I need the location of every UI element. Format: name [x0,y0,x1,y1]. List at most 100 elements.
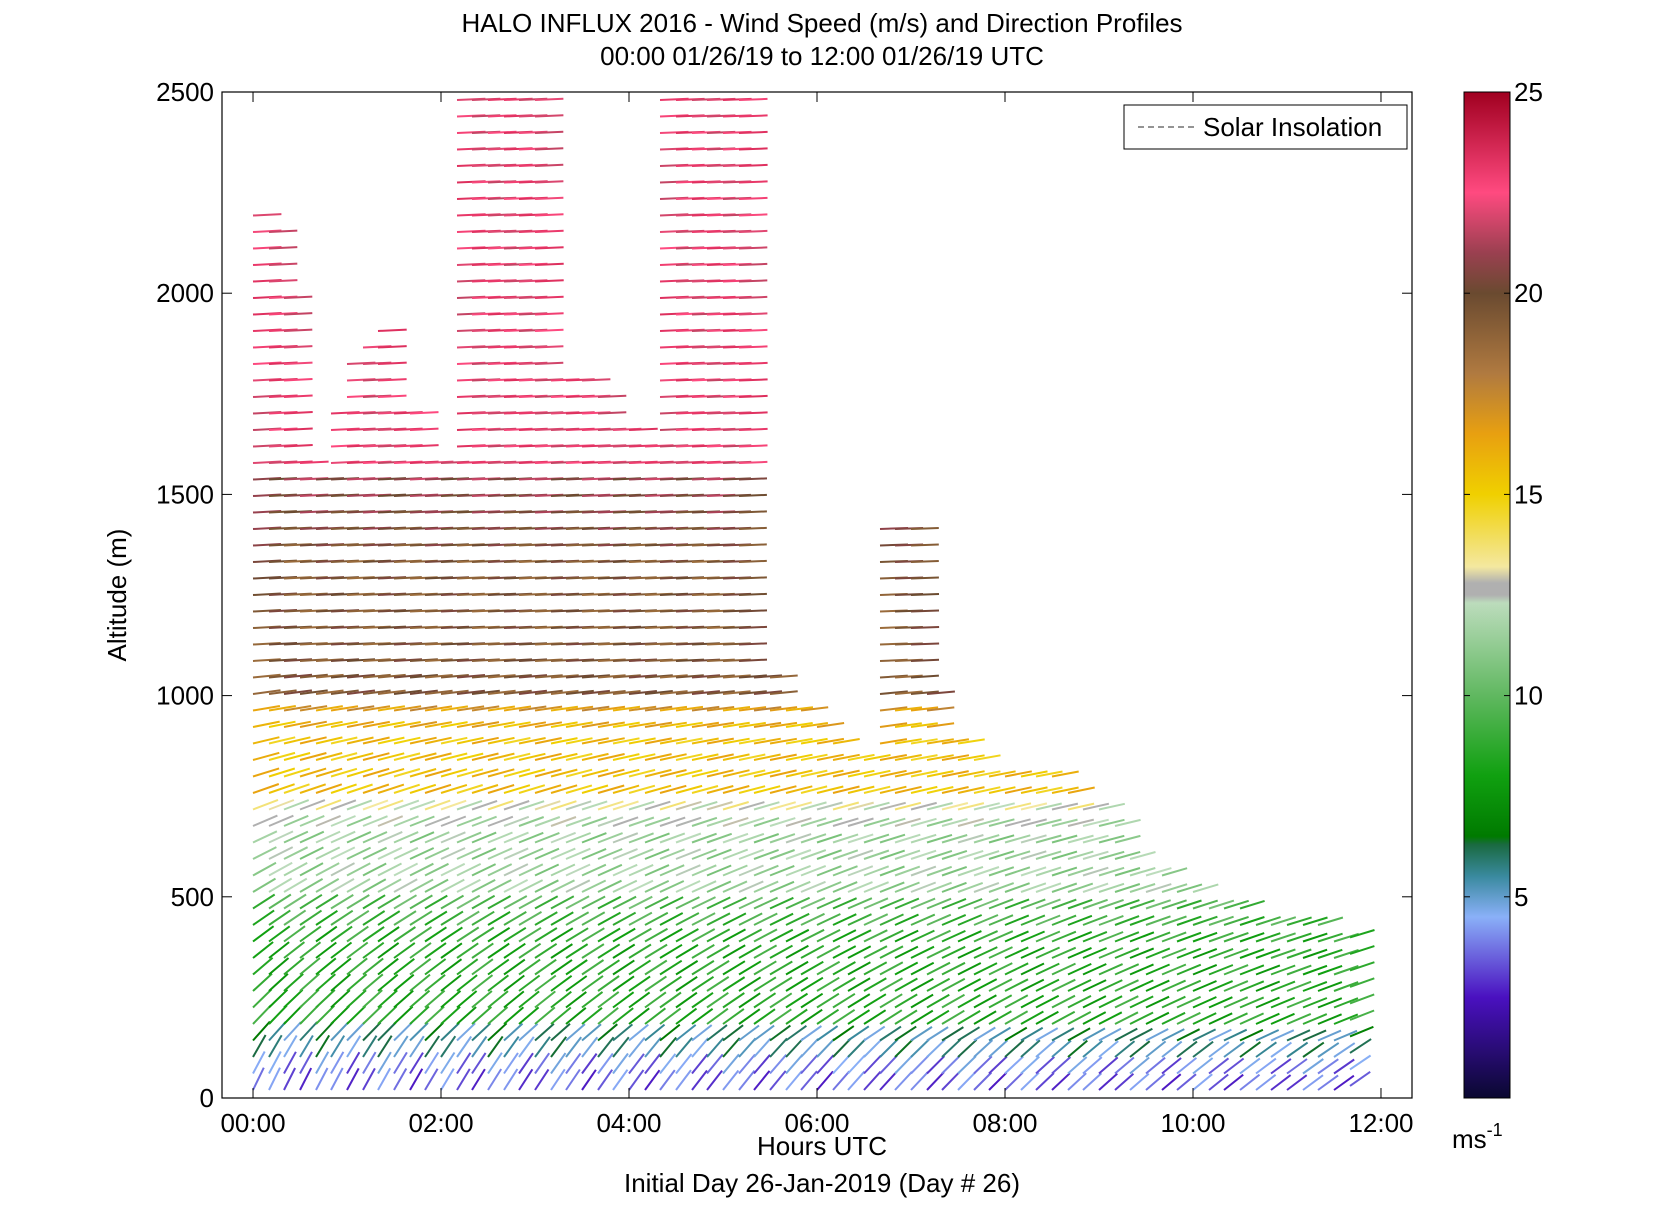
wind-barb [894,769,922,778]
wind-barb [926,913,952,926]
wind-barb [988,1010,1012,1025]
wind-barb [1020,898,1046,910]
wind-barb [252,1004,272,1025]
wind-barb [879,993,903,1009]
wind-barb [722,960,746,976]
wind-barb [753,721,782,728]
wind-barb [377,705,406,712]
wind-barb [409,1005,430,1025]
wind-barb [393,926,416,943]
wind-barb [1114,995,1139,1009]
chart-title: HALO INFLUX 2016 - Wind Speed (m/s) and … [461,8,1182,38]
wind-barb [362,1005,383,1025]
wind-barb [675,769,703,778]
wind-barb [800,785,828,794]
wind-barb [377,1051,392,1075]
wind-barb [409,736,437,745]
wind-barb [800,880,826,893]
wind-barb [503,990,525,1009]
wind-barb [800,753,828,761]
wind-barb [1098,1056,1119,1075]
wind-barb [659,753,687,761]
wind-barb [722,706,751,712]
wind-barb [252,705,281,712]
wind-barb [1129,1027,1153,1042]
wind-barb [283,893,307,910]
wind-barb [738,960,762,976]
wind-barb [550,674,579,679]
wind-barb [330,815,356,827]
wind-barb [706,944,730,959]
wind-barb [879,977,903,992]
wind-barb [1004,946,1029,959]
wind-barb [1192,980,1217,992]
wind-barb [753,1008,776,1025]
wind-barb [800,1038,819,1058]
wind-barb [1129,931,1155,943]
wind-barb [330,894,354,910]
wind-barb [675,1069,692,1091]
wind-barb [283,973,304,992]
x-tick-label: 08:00 [972,1108,1037,1138]
wind-barb [346,752,374,761]
wind-barb [315,1067,329,1091]
wind-barb [894,817,921,827]
wind-barb [926,1038,946,1058]
wind-barb [315,1004,336,1025]
wind-barb [691,753,719,761]
wind-barb [785,1037,804,1058]
wind-barb [283,673,313,679]
wind-barb [691,737,719,745]
wind-barb [816,881,842,893]
wind-barb [487,752,515,761]
wind-barb [894,929,919,943]
wind-barb [565,800,592,811]
wind-barb [456,926,480,943]
wind-barb [315,909,338,926]
wind-barb [1223,996,1249,1009]
wind-barb [847,753,875,761]
wind-barb [346,767,374,778]
wind-barb [1286,964,1312,976]
wind-barb [691,848,717,860]
wind-barb [330,783,357,794]
wind-barb [1270,932,1296,943]
wind-barb [409,411,439,415]
wind-barb [1349,945,1375,955]
wind-barb [1176,1028,1201,1042]
wind-barb [1035,1056,1055,1075]
wind-barb [268,767,296,778]
wind-barb [706,690,735,695]
wind-barb [393,721,421,728]
y-tick-label: 1500 [156,479,214,509]
wind-barb [1020,866,1047,877]
wind-barb [957,865,984,877]
wind-barb [644,705,673,712]
wind-barb [409,926,433,943]
wind-barb [362,957,384,976]
wind-barb [581,784,609,794]
wind-barb [1035,786,1063,794]
wind-barb [832,753,860,761]
wind-barb [738,345,768,349]
wind-barb [550,1068,566,1091]
wind-barb [1114,979,1139,992]
wind-barb [377,378,407,382]
wind-barb [252,1067,265,1091]
wind-barb [1129,1056,1150,1075]
wind-barb [894,722,922,728]
wind-barb [753,848,779,860]
wind-barb [534,312,564,316]
wind-barb [597,975,620,992]
wind-barb [769,928,794,943]
wind-barb [1035,850,1062,860]
wind-barb [550,831,576,844]
wind-barb [879,913,904,926]
wind-barb [597,832,623,844]
wind-barb [1114,1027,1138,1042]
wind-barb [1035,898,1061,910]
wind-barb [612,1069,629,1091]
wind-barb [471,863,497,877]
wind-barb [518,879,544,893]
wind-barb [659,975,682,992]
